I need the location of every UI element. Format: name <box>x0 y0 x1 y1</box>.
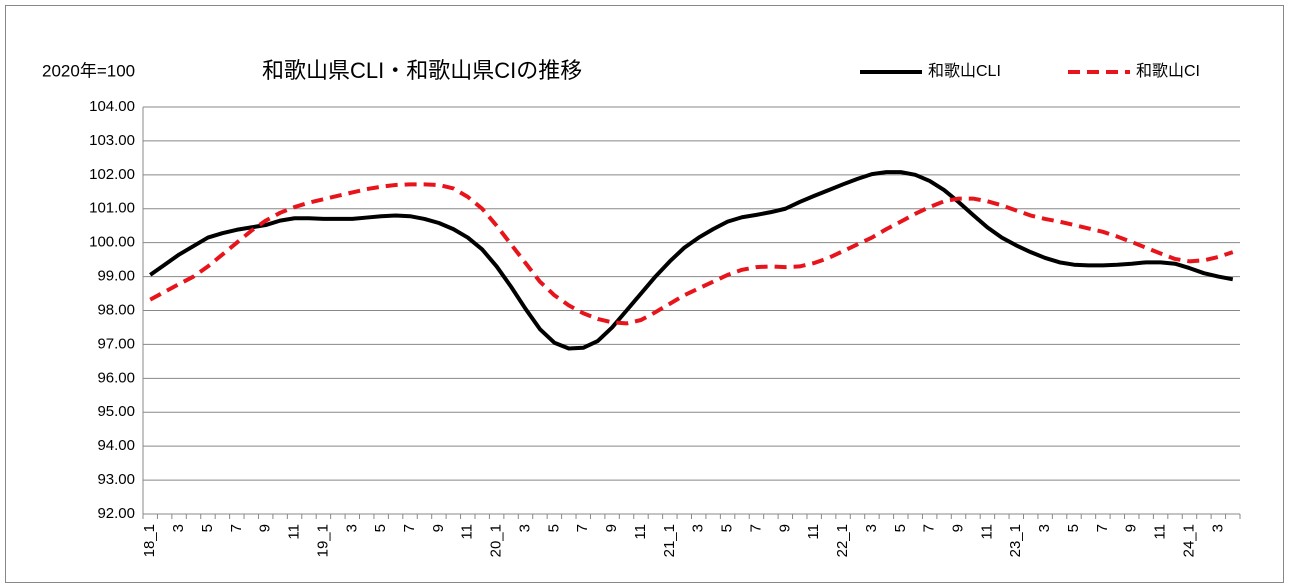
x-tick-label: 3 <box>516 524 533 532</box>
x-tick-label: 9 <box>603 524 620 532</box>
x-tick-label: 5 <box>892 524 909 532</box>
x-tick-label: 9 <box>430 524 447 532</box>
y-tick-label: 96.00 <box>97 369 135 386</box>
y-tick-label: 101.00 <box>89 200 135 217</box>
x-tick-label: 20_1 <box>488 524 505 557</box>
chart-subtitle: 2020年=100 <box>42 61 135 80</box>
y-tick-label: 92.00 <box>97 505 135 522</box>
y-tick-label: 93.00 <box>97 471 135 488</box>
y-tick-label: 102.00 <box>89 166 135 183</box>
chart-title: 和歌山県CLI・和歌山県CIの推移 <box>262 58 582 83</box>
x-tick-label: 7 <box>574 524 591 532</box>
legend-label: 和歌山CI <box>1136 62 1200 80</box>
y-tick-label: 97.00 <box>97 335 135 352</box>
x-tick-label: 9 <box>950 524 967 532</box>
x-tick-label: 11 <box>286 524 303 540</box>
x-tick-label: 7 <box>1094 524 1111 532</box>
legend-label: 和歌山CLI <box>928 62 1001 80</box>
chart-frame <box>5 5 1284 583</box>
x-tick-label: 7 <box>747 524 764 532</box>
x-tick-label: 9 <box>257 524 274 532</box>
y-tick-label: 104.00 <box>89 98 135 115</box>
x-tick-label: 19_1 <box>314 524 331 557</box>
y-tick-label: 94.00 <box>97 437 135 454</box>
x-tick-label: 9 <box>776 524 793 532</box>
x-tick-label: 7 <box>921 524 938 532</box>
y-tick-label: 103.00 <box>89 132 135 149</box>
x-tick-label: 3 <box>170 524 187 532</box>
x-tick-label: 11 <box>978 524 995 540</box>
x-tick-label: 21_1 <box>661 524 678 557</box>
x-tick-label: 11 <box>632 524 649 540</box>
x-tick-label: 5 <box>199 524 216 532</box>
x-tick-label: 24_1 <box>1180 524 1197 557</box>
x-tick-label: 11 <box>1152 524 1169 540</box>
x-tick-label: 18_1 <box>141 524 158 557</box>
x-tick-label: 5 <box>719 524 736 532</box>
x-tick-label: 11 <box>459 524 476 540</box>
x-tick-label: 3 <box>343 524 360 532</box>
y-tick-label: 99.00 <box>97 268 135 285</box>
x-tick-label: 7 <box>228 524 245 532</box>
y-tick-label: 100.00 <box>89 234 135 251</box>
x-tick-label: 5 <box>372 524 389 532</box>
x-tick-label: 3 <box>690 524 707 532</box>
x-tick-label: 3 <box>863 524 880 532</box>
x-tick-label: 5 <box>545 524 562 532</box>
y-tick-label: 95.00 <box>97 403 135 420</box>
series-line <box>149 170 1234 351</box>
x-tick-label: 9 <box>1123 524 1140 532</box>
x-tick-label: 11 <box>805 524 822 540</box>
y-tick-label: 98.00 <box>97 301 135 318</box>
x-tick-label: 3 <box>1209 524 1226 532</box>
x-tick-label: 23_1 <box>1007 524 1024 557</box>
x-tick-label: 7 <box>401 524 418 532</box>
x-tick-label: 22_1 <box>834 524 851 557</box>
x-tick-label: 5 <box>1065 524 1082 532</box>
series-line <box>149 182 1234 326</box>
x-tick-label: 3 <box>1036 524 1053 532</box>
